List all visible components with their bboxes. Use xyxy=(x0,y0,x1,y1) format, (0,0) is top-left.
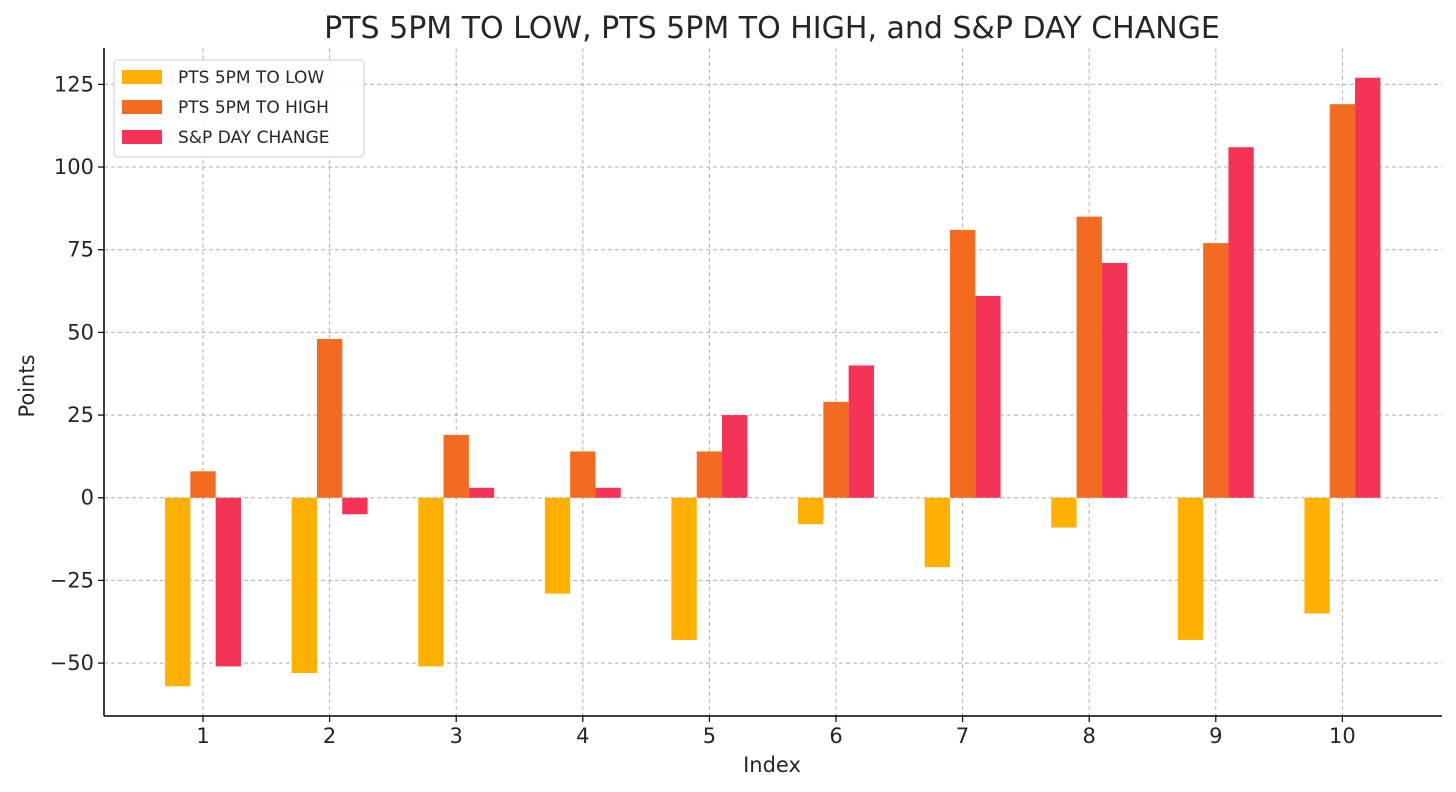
x-tick-label: 6 xyxy=(829,724,842,748)
bar-3-10 xyxy=(1355,77,1381,498)
bar-1-3 xyxy=(418,497,444,667)
y-tick-label: 25 xyxy=(67,403,94,427)
legend-label: PTS 5PM TO LOW xyxy=(178,68,324,88)
y-tick-label: −50 xyxy=(50,651,94,675)
bar-3-7 xyxy=(975,296,1001,498)
bar-2-6 xyxy=(823,401,849,498)
bar-3-3 xyxy=(468,487,495,498)
bar-1-5 xyxy=(671,497,697,640)
legend-label: PTS 5PM TO HIGH xyxy=(178,98,329,118)
bar-3-8 xyxy=(1101,262,1128,498)
x-tick-label: 8 xyxy=(1083,724,1096,748)
y-tick-label: 100 xyxy=(54,155,94,179)
y-tick-label: 0 xyxy=(81,486,94,510)
x-tick-label: 9 xyxy=(1209,724,1222,748)
bar-3-5 xyxy=(722,415,748,498)
legend-label: S&P DAY CHANGE xyxy=(178,128,330,148)
bar-1-10 xyxy=(1304,497,1330,614)
bar-3-4 xyxy=(595,487,621,498)
x-tick-label: 10 xyxy=(1329,724,1356,748)
bar-2-10 xyxy=(1329,104,1356,498)
bar-2-4 xyxy=(570,451,596,498)
y-tick-label: −25 xyxy=(50,568,94,592)
chart-title: PTS 5PM TO LOW, PTS 5PM TO HIGH, and S&P… xyxy=(324,11,1220,46)
bar-2-3 xyxy=(443,434,469,498)
bar-2-5 xyxy=(696,451,723,498)
x-tick-label: 7 xyxy=(956,724,969,748)
legend-swatch xyxy=(122,130,162,144)
x-tick-label: 5 xyxy=(703,724,716,748)
x-tick-label: 3 xyxy=(450,724,463,748)
y-tick-label: 50 xyxy=(67,320,94,344)
bar-1-8 xyxy=(1051,497,1077,528)
y-axis-label: Points xyxy=(15,354,39,417)
x-axis-label: Index xyxy=(743,753,801,777)
x-ticks: 1 2 3 4 5 6 7 8 9 10 xyxy=(196,716,1356,748)
bar-1-2 xyxy=(291,497,317,674)
x-tick-label: 2 xyxy=(323,724,336,748)
bar-1-7 xyxy=(924,497,950,568)
bar-2-8 xyxy=(1076,216,1102,498)
bar-2-2 xyxy=(316,339,343,498)
bar-2-9 xyxy=(1203,243,1229,498)
bar-3-6 xyxy=(848,365,874,498)
legend: PTS 5PM TO LOW PTS 5PM TO HIGH S&P DAY CHA… xyxy=(113,59,365,158)
x-tick-label: 4 xyxy=(576,724,589,748)
bar-2-1 xyxy=(190,471,216,498)
axes xyxy=(103,48,1442,717)
bars xyxy=(165,77,1381,687)
bar-1-9 xyxy=(1177,497,1204,640)
legend-swatch xyxy=(122,70,162,84)
legend-swatch xyxy=(122,100,162,114)
y-tick-label: 75 xyxy=(67,238,94,262)
bar-1-6 xyxy=(798,497,824,525)
bar-3-1 xyxy=(215,497,241,667)
x-tick-label: 1 xyxy=(196,724,209,748)
bar-2-7 xyxy=(949,229,976,498)
y-ticks: −50 −25 0 25 50 75 100 125 xyxy=(50,72,104,675)
bar-1-4 xyxy=(544,497,571,594)
legend-frame xyxy=(113,59,365,158)
y-tick-label: 125 xyxy=(54,72,94,96)
bar-3-2 xyxy=(342,497,368,515)
bar-1-1 xyxy=(165,497,191,687)
bar-3-9 xyxy=(1228,147,1254,498)
